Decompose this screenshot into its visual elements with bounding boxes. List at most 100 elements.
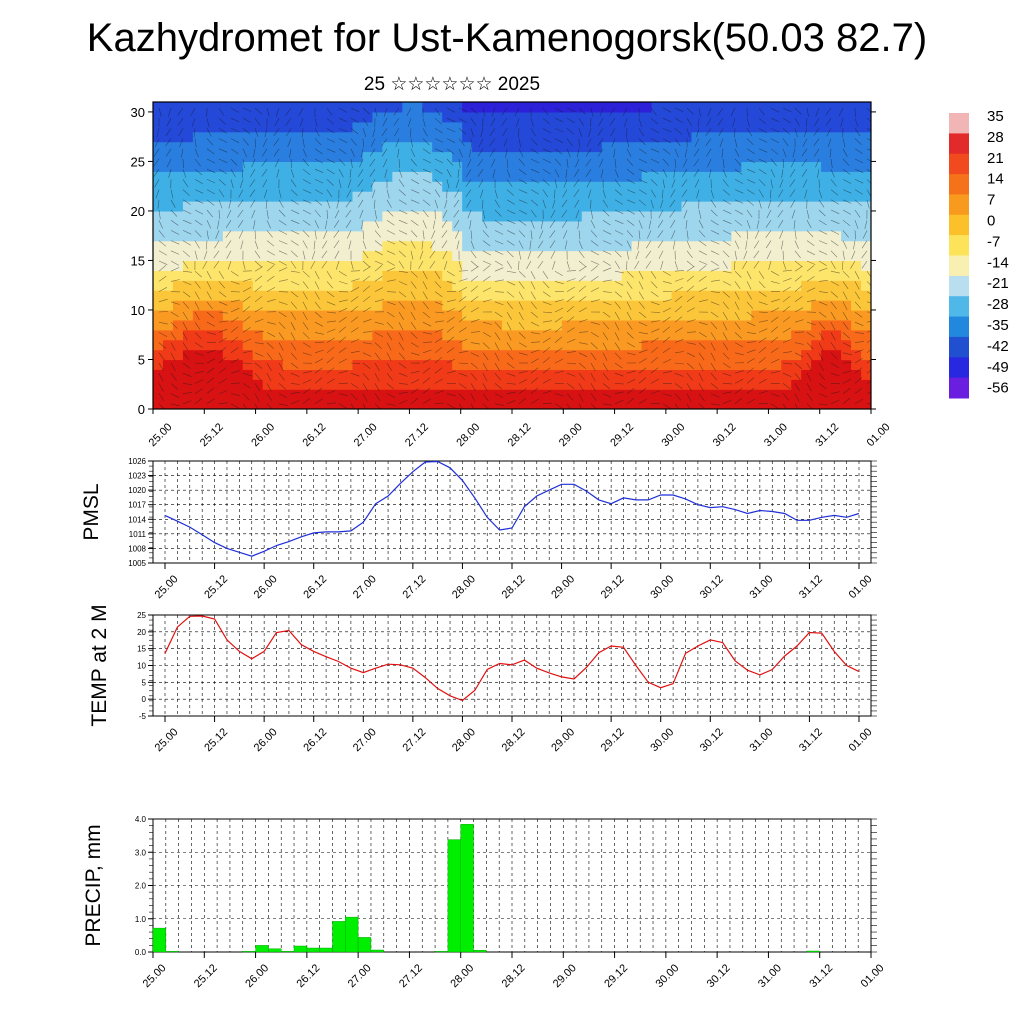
wind-barb bbox=[494, 393, 504, 398]
heatmap-cell bbox=[611, 181, 623, 192]
wind-barb bbox=[626, 397, 635, 405]
heatmap-cell bbox=[442, 300, 453, 311]
heatmap-cell bbox=[362, 102, 373, 113]
wind-barb bbox=[758, 403, 769, 405]
precip-bar bbox=[293, 945, 308, 953]
wind-barb bbox=[734, 370, 744, 374]
heatmap-cell bbox=[322, 131, 334, 143]
wind-barb bbox=[302, 270, 310, 278]
heatmap-cell bbox=[731, 399, 742, 409]
wind-barb bbox=[542, 168, 551, 175]
colorbar-swatch bbox=[949, 336, 969, 358]
heatmap-cell bbox=[791, 339, 802, 351]
heatmap-cell bbox=[362, 210, 373, 222]
wind-barb bbox=[574, 199, 580, 208]
heatmap-cell bbox=[561, 300, 573, 311]
wind-barb bbox=[842, 240, 848, 249]
heatmap-cell bbox=[781, 359, 792, 370]
wind-barb bbox=[506, 352, 514, 360]
x-tick-label: 01.00 bbox=[847, 573, 875, 601]
heatmap-cell bbox=[761, 379, 772, 390]
wind-barb bbox=[842, 209, 852, 215]
wind-barb bbox=[398, 281, 408, 286]
heatmap-cell bbox=[202, 359, 214, 370]
wind-barb bbox=[626, 240, 632, 249]
wind-barb bbox=[506, 199, 515, 205]
wind-barb bbox=[662, 393, 672, 397]
x-tick-label: 31.12 bbox=[797, 726, 825, 754]
wind-barb bbox=[373, 199, 376, 209]
wind-barb bbox=[686, 403, 691, 409]
wind-barb bbox=[770, 299, 780, 303]
heatmap-cell bbox=[302, 300, 314, 311]
wind-barb bbox=[489, 148, 496, 157]
heatmap-cell bbox=[232, 181, 244, 192]
heatmap-cell bbox=[851, 171, 862, 182]
heatmap-cell bbox=[801, 399, 812, 409]
heatmap-cell bbox=[162, 290, 174, 301]
wind-barb bbox=[866, 392, 871, 394]
wind-barb bbox=[746, 189, 755, 195]
heatmap-cell bbox=[302, 379, 314, 390]
heatmap-cell bbox=[811, 339, 822, 351]
wind-barb bbox=[194, 322, 201, 330]
wind-barb bbox=[768, 260, 772, 270]
heatmap-cell bbox=[611, 161, 623, 172]
heatmap-cell bbox=[621, 369, 633, 380]
wind-barb bbox=[254, 362, 263, 369]
wind-barb bbox=[158, 287, 168, 292]
heatmap-cell bbox=[721, 131, 732, 143]
wind-barb bbox=[422, 118, 426, 127]
wind-barb bbox=[290, 230, 300, 235]
heatmap-cell bbox=[372, 210, 383, 222]
heatmap-cell bbox=[561, 349, 573, 361]
heatmap-cell bbox=[561, 201, 573, 212]
heatmap-cell bbox=[462, 181, 473, 192]
wind-barb bbox=[422, 271, 428, 280]
heatmap-cell bbox=[322, 210, 334, 222]
heatmap-cell bbox=[591, 141, 603, 153]
wind-barb bbox=[590, 393, 597, 401]
wind-barb bbox=[266, 209, 269, 219]
wind-barb bbox=[290, 372, 300, 377]
heatmap-cell bbox=[222, 171, 234, 182]
heatmap-cell bbox=[821, 319, 832, 331]
wind-barb bbox=[818, 179, 820, 189]
wind-barb bbox=[854, 199, 862, 207]
wind-barb bbox=[182, 372, 192, 377]
wind-barb bbox=[813, 138, 820, 147]
heatmap-cell bbox=[541, 369, 553, 380]
wind-barb bbox=[251, 209, 256, 219]
x-tick-label: 25.00 bbox=[141, 962, 169, 990]
wind-barb bbox=[554, 307, 564, 313]
wind-barb bbox=[746, 158, 756, 164]
heatmap-cell bbox=[721, 379, 732, 390]
precip-bar bbox=[447, 839, 461, 953]
x-tick-label: 01.00 bbox=[865, 421, 893, 449]
heatmap-cell bbox=[292, 280, 304, 291]
heatmap-cell bbox=[342, 240, 354, 252]
heatmap-cell bbox=[541, 349, 553, 361]
heatmap-cell bbox=[651, 171, 663, 182]
heatmap-cell bbox=[821, 230, 832, 242]
heatmap-cell bbox=[512, 329, 523, 341]
heatmap-cell bbox=[841, 151, 852, 163]
heatmap-cell bbox=[631, 210, 643, 222]
wind-barb bbox=[182, 179, 189, 188]
wind-barb bbox=[722, 383, 733, 385]
heatmap-cell bbox=[422, 280, 433, 291]
wind-barb bbox=[602, 189, 606, 199]
heatmap-cell bbox=[412, 151, 423, 163]
wind-barb bbox=[326, 367, 335, 374]
wind-barb bbox=[290, 158, 292, 169]
heatmap-cell bbox=[841, 250, 852, 262]
wind-barb bbox=[290, 383, 300, 385]
heatmap-cell bbox=[382, 389, 393, 400]
heatmap-cell bbox=[701, 359, 713, 370]
heatmap-cell bbox=[641, 359, 653, 370]
heatmap-cell bbox=[162, 270, 174, 281]
heatmap-cell bbox=[671, 141, 683, 153]
heatmap-cell bbox=[731, 290, 742, 301]
wind-barb bbox=[698, 373, 704, 382]
heatmap-cell bbox=[711, 230, 723, 242]
